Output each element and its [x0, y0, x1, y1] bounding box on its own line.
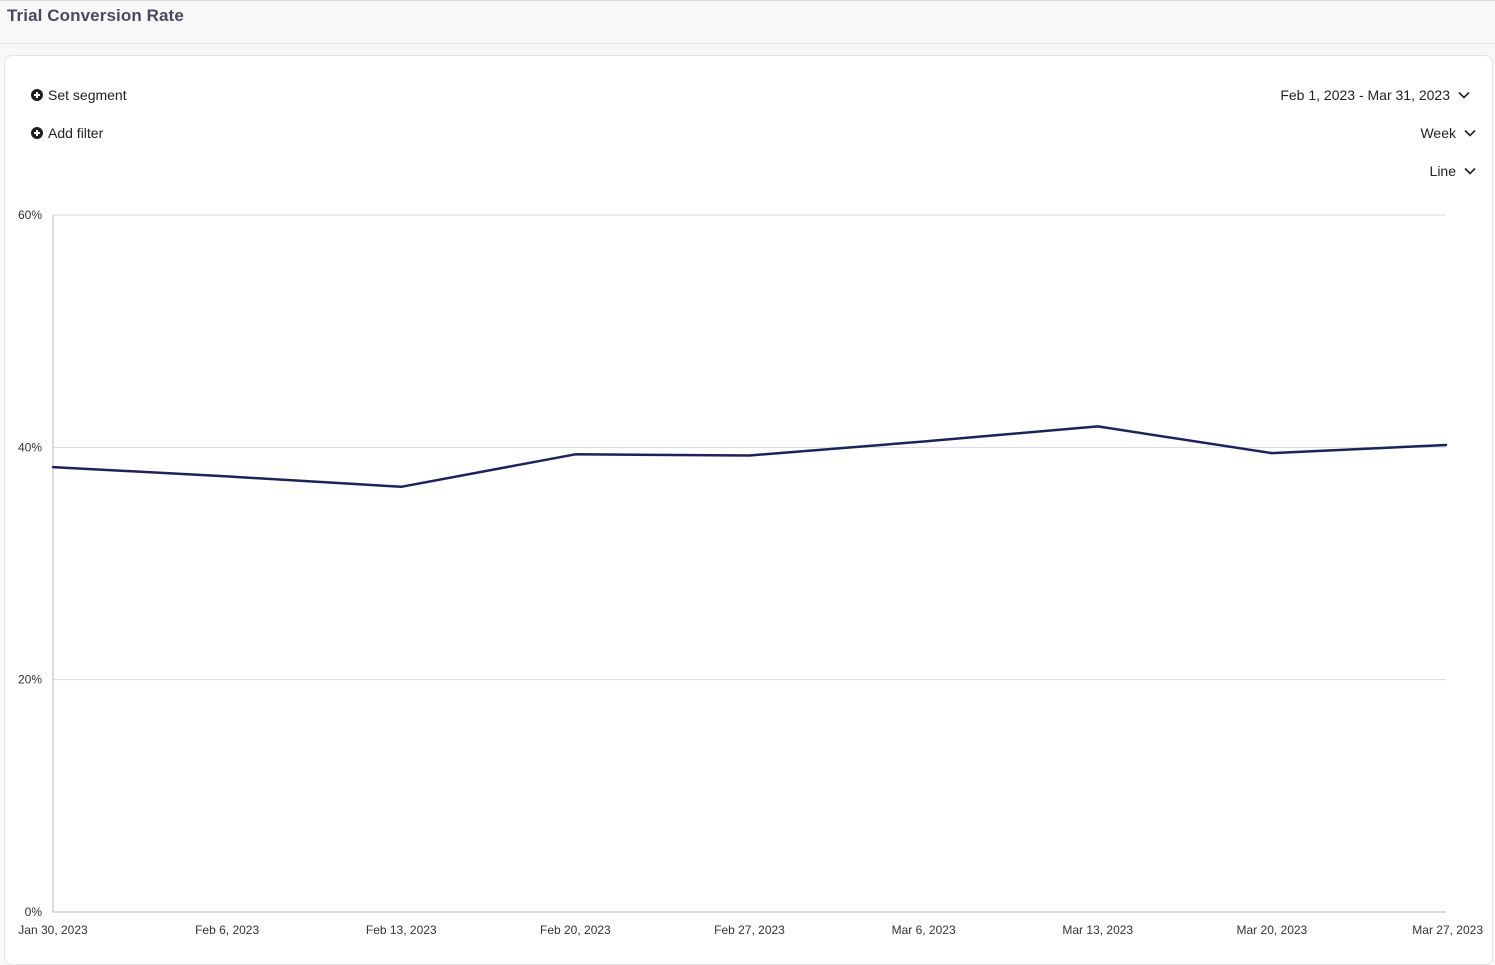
set-segment-label: Set segment — [48, 87, 127, 103]
set-segment-button[interactable]: Set segment — [31, 87, 127, 103]
chevron-down-icon — [1457, 88, 1471, 102]
chart-type-label: Line — [1430, 163, 1456, 179]
date-range-label: Feb 1, 2023 - Mar 31, 2023 — [1280, 87, 1450, 103]
chart-type-dropdown[interactable]: Line — [1430, 163, 1477, 179]
date-range-dropdown[interactable]: Feb 1, 2023 - Mar 31, 2023 — [1280, 87, 1471, 103]
chart-card — [4, 55, 1493, 965]
page-header: Trial Conversion Rate — [0, 0, 1495, 44]
chevron-down-icon — [1463, 164, 1477, 178]
interval-dropdown[interactable]: Week — [1420, 125, 1477, 141]
interval-label: Week — [1420, 125, 1456, 141]
chevron-down-icon — [1463, 126, 1477, 140]
add-filter-button[interactable]: Add filter — [31, 125, 103, 141]
page-title: Trial Conversion Rate — [7, 6, 184, 26]
plus-circle-icon — [31, 89, 43, 101]
add-filter-label: Add filter — [48, 125, 103, 141]
plus-circle-icon — [31, 127, 43, 139]
